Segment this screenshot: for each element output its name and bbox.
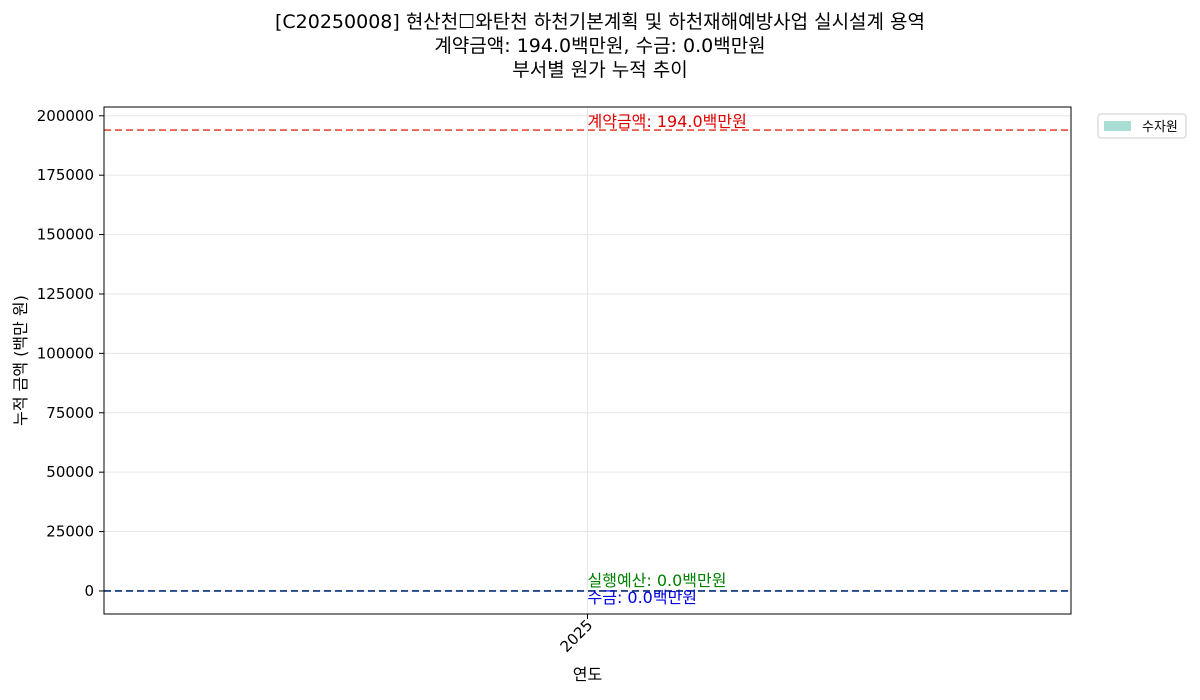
reference-line-label: 실행예산: 0.0백만원 (588, 571, 727, 590)
reference-line-label: 계약금액: 194.0백만원 (588, 112, 747, 131)
y-tick-label: 150000 (37, 226, 94, 244)
tick-layer: 0 25000 50000 75000 100000 125000 150000 175000… (37, 107, 597, 656)
legend-label: 수자원 (1142, 120, 1178, 135)
y-tick-label: 75000 (46, 404, 94, 422)
legend-box (1097, 113, 1187, 139)
legend: 수자원 (1097, 113, 1187, 139)
title-line-3: 부서별 원가 누적 추이 (512, 59, 688, 81)
reference-line-label: 수금: 0.0백만원 (588, 588, 698, 607)
x-axis-label: 연도 (573, 665, 602, 684)
legend-swatch (1104, 121, 1131, 131)
y-tick-label: 200000 (37, 107, 94, 125)
x-tick-label: 2025 (557, 616, 597, 656)
y-tick-label: 25000 (46, 523, 94, 541)
y-tick-label: 125000 (37, 285, 94, 303)
y-tick-label: 100000 (37, 344, 94, 362)
title-line-1: [C20250008] 현산천☐와탄천 하천기본계획 및 하천재해예방사업 실시… (274, 11, 926, 33)
y-tick-label: 175000 (37, 166, 94, 184)
y-tick-label: 50000 (46, 463, 94, 481)
title-line-2: 계약금액: 194.0백만원, 수금: 0.0백만원 (434, 35, 766, 57)
y-tick-label: 0 (84, 582, 94, 600)
grid-layer (104, 107, 1071, 614)
chart-title: [C20250008] 현산천☐와탄천 하천기본계획 및 하천재해예방사업 실시… (0, 10, 1200, 82)
y-axis-label: 누적 금액 (백만 원) (11, 295, 30, 426)
